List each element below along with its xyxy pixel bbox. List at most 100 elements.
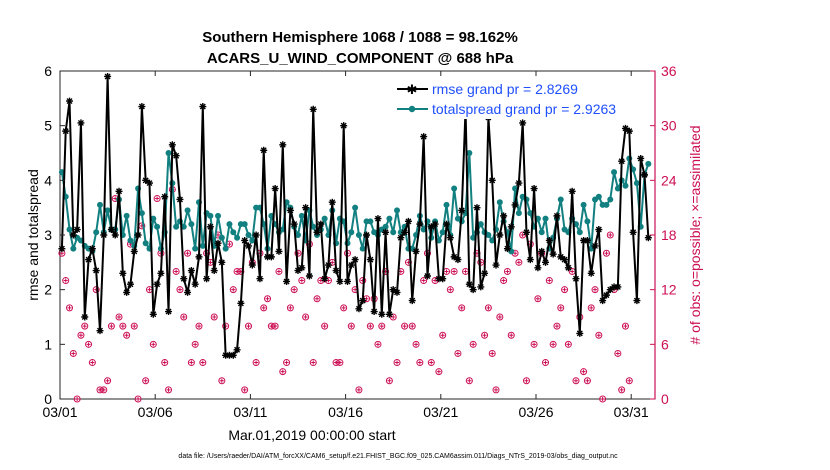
rmse-point xyxy=(138,103,146,111)
rmse-point xyxy=(107,226,115,234)
y-tick-label: 5 xyxy=(44,118,52,134)
rmse-point xyxy=(130,247,138,255)
obs-assimilated-point xyxy=(494,387,499,392)
obs-assimilated-point xyxy=(608,233,613,237)
rmse-point xyxy=(111,231,119,239)
obs-possible-point xyxy=(317,277,325,285)
obs-assimilated-point xyxy=(391,315,396,319)
legend-spread-label: totalspread grand pr = 2.9263 xyxy=(432,101,616,117)
obs-possible-point xyxy=(62,277,70,285)
obs-possible-point xyxy=(484,304,492,312)
obs-assimilated-point xyxy=(375,342,380,347)
rmse-point xyxy=(77,119,85,127)
obs-assimilated-point xyxy=(482,333,487,338)
totalspread-point xyxy=(603,201,610,208)
y-right-tick-label: 12 xyxy=(661,282,677,298)
obs-possible-point xyxy=(66,304,74,312)
obs-possible-point xyxy=(153,195,161,203)
rmse-point xyxy=(199,103,207,111)
obs-assimilated-point xyxy=(227,242,232,247)
obs-possible-point xyxy=(222,322,230,330)
obs-possible-point xyxy=(469,340,477,348)
obs-possible-point xyxy=(149,340,157,348)
obs-possible-point xyxy=(279,368,287,376)
rmse-point xyxy=(176,195,184,203)
obs-assimilated-point xyxy=(254,360,259,365)
rmse-point xyxy=(328,198,336,206)
totalspread-point xyxy=(348,229,355,236)
rmse-point xyxy=(355,305,363,313)
rmse-point xyxy=(503,245,511,253)
obs-possible-point xyxy=(431,277,439,285)
obs-assimilated-point xyxy=(459,305,464,310)
obs-assimilated-point xyxy=(368,324,373,329)
legend-rmse-label: rmse grand pr = 2.8269 xyxy=(432,81,578,97)
obs-assimilated-point xyxy=(589,305,594,310)
obs-possible-point xyxy=(522,377,530,385)
obs-possible-point xyxy=(142,377,150,385)
obs-assimilated-point xyxy=(497,315,502,319)
obs-assimilated-point xyxy=(67,305,72,310)
obs-assimilated-point xyxy=(486,305,491,310)
obs-possible-point xyxy=(241,386,249,394)
rmse-point xyxy=(73,226,81,234)
obs-possible-point xyxy=(435,368,443,376)
obs-possible-point xyxy=(237,267,245,275)
obs-assimilated-point xyxy=(90,360,95,365)
rmse-point xyxy=(351,256,359,264)
obs-assimilated-point xyxy=(288,305,293,310)
totalspread-point xyxy=(595,193,602,200)
totalspread-point xyxy=(66,226,73,233)
rmse-point xyxy=(149,310,157,318)
rmse-point xyxy=(214,239,222,247)
obs-assimilated-point xyxy=(219,378,224,383)
rmse-point xyxy=(92,267,100,275)
obs-assimilated-point xyxy=(193,342,198,347)
rmse-point xyxy=(618,157,626,165)
obs-assimilated-point xyxy=(82,324,87,329)
rmse-point xyxy=(264,253,272,261)
legend: ✱ rmse grand pr = 2.8269 totalspread gra… xyxy=(395,77,650,119)
totalspread-point xyxy=(542,215,549,222)
obs-possible-point xyxy=(564,340,572,348)
obs-possible-point xyxy=(229,286,237,294)
rmse-point xyxy=(469,286,477,294)
rmse-point xyxy=(561,256,569,264)
obs-possible-point xyxy=(507,331,515,339)
rmse-point xyxy=(580,236,588,244)
totalspread-point xyxy=(249,237,256,244)
obs-possible-point xyxy=(454,349,462,357)
totalspread-point xyxy=(466,150,473,156)
obs-possible-point xyxy=(416,359,424,367)
obs-assimilated-point xyxy=(71,351,76,356)
obs-assimilated-point xyxy=(535,296,540,301)
rmse-point xyxy=(115,187,123,195)
rmse-point xyxy=(420,133,428,141)
totalspread-point xyxy=(512,185,519,192)
obs-assimilated-point xyxy=(280,369,285,374)
obs-possible-point xyxy=(336,359,344,367)
obs-assimilated-point xyxy=(246,324,251,329)
obs-assimilated-point xyxy=(379,324,384,329)
rmse-point xyxy=(423,272,431,280)
obs-possible-point xyxy=(488,349,496,357)
y-right-tick-label: 18 xyxy=(661,227,677,243)
obs-possible-point xyxy=(115,313,123,321)
totalspread-point xyxy=(150,215,157,222)
rmse-point xyxy=(564,264,572,272)
obs-assimilated-point xyxy=(181,315,186,319)
rmse-point xyxy=(66,97,74,105)
obs-assimilated-point xyxy=(429,360,434,365)
obs-assimilated-point xyxy=(303,315,308,319)
obs-assimilated-point xyxy=(86,342,91,347)
rmse-point xyxy=(629,228,637,236)
rmse-point xyxy=(621,124,629,132)
totalspread-point xyxy=(96,201,103,208)
y-axis-right-label: # of obs: o=possible; ×=assimilated xyxy=(687,125,703,344)
rmse-point xyxy=(641,171,649,179)
obs-possible-point xyxy=(519,231,527,239)
rmse-point xyxy=(477,283,485,291)
obs-assimilated-point xyxy=(155,196,160,201)
rmse-point xyxy=(568,187,576,195)
rmse-point xyxy=(538,247,546,255)
